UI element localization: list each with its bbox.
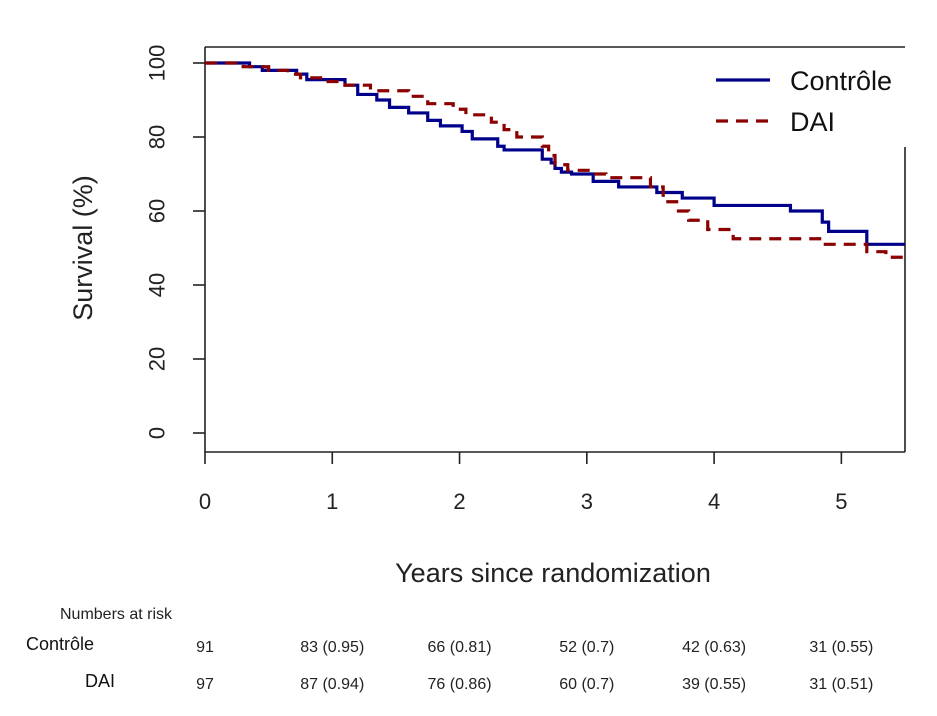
risk-cell: 31 (0.55) <box>809 639 873 656</box>
y-tick-label: 0 <box>145 427 170 439</box>
risk-table-title: Numbers at risk <box>60 606 173 623</box>
y-tick-label: 40 <box>145 273 170 297</box>
y-axis: 0 20 40 60 80 100 <box>145 45 205 439</box>
risk-cell: 52 (0.7) <box>559 639 614 656</box>
risk-table: Numbers at risk Contrôle 91 83 (0.95) 66 (0… <box>26 606 873 693</box>
risk-cell: 91 <box>196 639 214 656</box>
risk-row-label: DAI <box>85 671 115 691</box>
x-tick-label: 1 <box>326 489 338 514</box>
risk-cell: 66 (0.81) <box>428 639 492 656</box>
y-tick-label: 60 <box>145 199 170 223</box>
risk-cell: 87 (0.94) <box>300 676 364 693</box>
y-tick-label: 20 <box>145 347 170 371</box>
risk-cell: 39 (0.55) <box>682 676 746 693</box>
risk-cell: 42 (0.63) <box>682 639 746 656</box>
risk-row-label: Contrôle <box>26 634 94 654</box>
x-tick-label: 2 <box>453 489 465 514</box>
x-tick-label: 0 <box>199 489 211 514</box>
legend-label: Contrôle <box>790 66 892 96</box>
risk-cell: 83 (0.95) <box>300 639 364 656</box>
risk-cell: 76 (0.86) <box>428 676 492 693</box>
series-layer <box>205 61 905 259</box>
x-axis: 0 1 2 3 4 5 <box>199 452 847 514</box>
legend: Contrôle DAI <box>705 55 937 147</box>
risk-cell: 60 (0.7) <box>559 676 614 693</box>
legend-box <box>705 55 937 147</box>
y-tick-label: 80 <box>145 125 170 149</box>
x-tick-label: 4 <box>708 489 720 514</box>
x-axis-title: Years since randomization <box>395 558 711 588</box>
x-tick-label: 3 <box>581 489 593 514</box>
series-line-dai <box>205 61 905 259</box>
x-tick-label: 5 <box>835 489 847 514</box>
risk-cell: 31 (0.51) <box>809 676 873 693</box>
y-axis-title: Survival (%) <box>68 175 98 321</box>
y-tick-label: 100 <box>145 45 170 82</box>
risk-cell: 97 <box>196 676 214 693</box>
legend-label: DAI <box>790 107 835 137</box>
